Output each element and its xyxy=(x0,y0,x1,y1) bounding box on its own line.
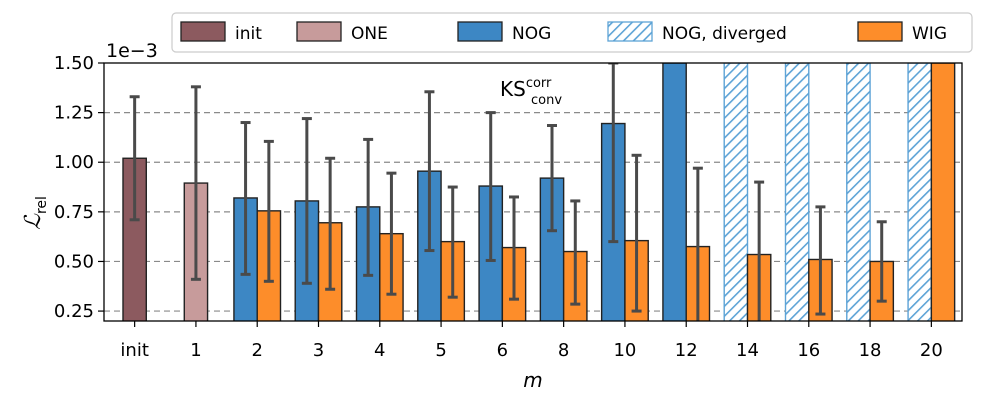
x-tick-label: 3 xyxy=(313,340,324,361)
x-tick-label: 2 xyxy=(251,340,262,361)
legend-label-one: ONE xyxy=(351,24,388,44)
bar-nogdiv-20 xyxy=(907,63,933,321)
bar-nogdiv-14 xyxy=(723,63,749,321)
legend-label-wig: WIG xyxy=(912,24,947,44)
x-tick-label: 5 xyxy=(435,340,446,361)
legend-swatch-init xyxy=(180,21,226,42)
x-tick-label: 4 xyxy=(374,340,385,361)
y-tick-label: 0.25 xyxy=(54,301,94,322)
y-tick-label: 0.50 xyxy=(54,251,94,272)
bar-nogdiv-16 xyxy=(784,63,810,321)
x-axis: init 1 2 3 4 5 6 8 10 12 14 16 18 20 xyxy=(120,321,943,361)
legend-swatch-wig xyxy=(857,21,903,42)
x-tick-label: 6 xyxy=(497,340,508,361)
annotation-sub: conv xyxy=(531,93,562,108)
bar-nogdiv-18 xyxy=(846,63,871,321)
y-axis-label: ℒrel xyxy=(21,196,50,230)
annotation-base: KS xyxy=(500,77,526,101)
annotation: KScorr conv xyxy=(500,76,562,108)
legend-box xyxy=(171,12,973,53)
annotation-sup: corr xyxy=(526,76,552,91)
x-tick-label: 12 xyxy=(675,340,698,361)
x-axis-label: m xyxy=(523,368,542,392)
y-axis-label-sub: rel xyxy=(34,196,50,214)
plot-frame xyxy=(103,62,963,322)
bar-nog-12 xyxy=(662,63,687,321)
x-tick-label: 16 xyxy=(797,340,820,361)
y-axis-label-base: ℒ xyxy=(21,213,46,230)
y-axis: 0.25 0.50 0.75 1.00 1.25 1.50 xyxy=(54,53,104,322)
legend-label-nogdiv: NOG, diverged xyxy=(662,24,787,44)
y-tick-label: 0.75 xyxy=(54,202,94,223)
y-tick-label: 1.50 xyxy=(54,53,94,74)
legend-swatch-one xyxy=(296,21,342,42)
error-bars xyxy=(129,63,887,321)
legend-swatch-nog xyxy=(457,21,503,42)
offset-text: 1e−3 xyxy=(106,40,158,62)
gridlines xyxy=(104,112,962,312)
bar-wig-20 xyxy=(930,63,956,321)
legend-label-nog: NOG xyxy=(512,24,551,44)
legend: init ONE NOG NOG, diverged WIG xyxy=(171,12,973,53)
x-tick-label: 8 xyxy=(558,340,569,361)
legend-swatch-nogdiv xyxy=(607,21,653,42)
x-tick-label: 14 xyxy=(736,340,759,361)
x-tick-label: 20 xyxy=(920,340,943,361)
y-tick-label: 1.25 xyxy=(54,103,94,124)
x-tick-label: init xyxy=(120,340,148,361)
legend-label-init: init xyxy=(235,24,262,44)
y-tick-label: 1.00 xyxy=(54,152,94,173)
x-tick-label: 1 xyxy=(190,340,201,361)
x-tick-label: 18 xyxy=(859,340,882,361)
x-tick-label: 10 xyxy=(613,340,636,361)
